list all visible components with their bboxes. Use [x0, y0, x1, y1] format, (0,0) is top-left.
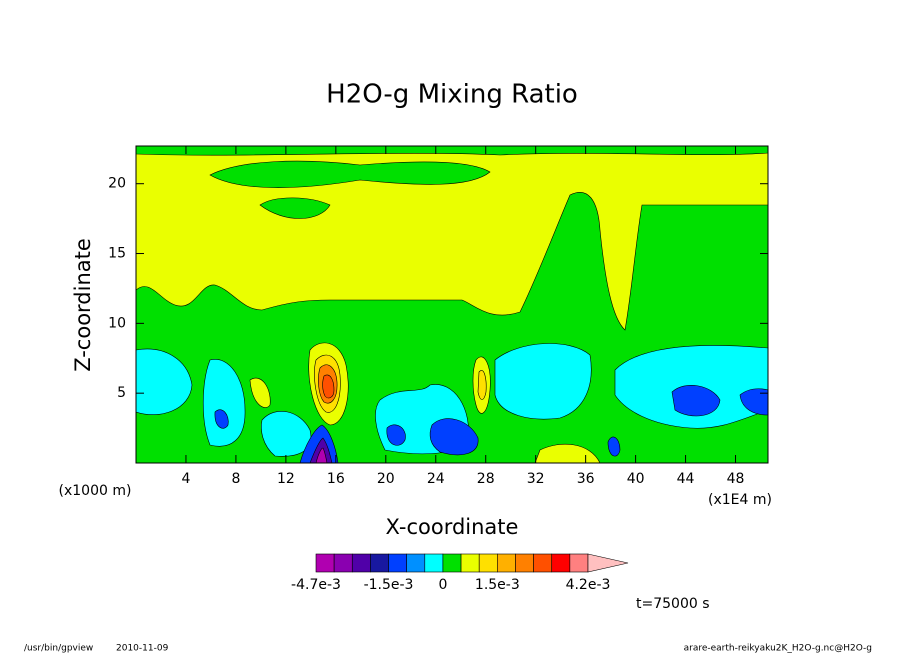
y-tick-label: 15 [108, 246, 126, 262]
colorbar-box [442, 553, 462, 573]
y-tick-label: 5 [117, 385, 126, 401]
contour-region [136, 146, 768, 156]
x-axis-title: X-coordinate [386, 515, 519, 539]
colorbar-box [478, 553, 498, 573]
colorbar-box [460, 553, 480, 573]
y-tick-label: 10 [108, 315, 126, 331]
y-axis-title: Z-coordinate [71, 238, 95, 372]
colorbar-box [551, 553, 571, 573]
y-tick-label: 20 [108, 176, 126, 192]
footer-program: /usr/bin/gpview [24, 644, 93, 654]
colorbar-tick-label: 0 [438, 577, 447, 593]
colorbar-tick-label: -1.5e-3 [364, 577, 414, 593]
colorbar-box [533, 553, 553, 573]
contour-region [429, 418, 479, 456]
colorbar-box [406, 553, 426, 573]
x-tick-label: 36 [577, 471, 595, 487]
x-tick-label: 20 [377, 471, 395, 487]
annotation: t=75000 s [636, 596, 710, 612]
colorbar-box [497, 553, 516, 573]
x-unit: (x1E4 m) [708, 492, 772, 508]
x-tick-label: 44 [677, 471, 695, 487]
contour-region [214, 409, 229, 429]
x-tick-label: 8 [231, 471, 240, 487]
contour-region [739, 388, 768, 416]
colorbar-tick-label: 4.2e-3 [566, 577, 611, 593]
contour-region [136, 348, 193, 415]
colorbar-tick-label: -4.7e-3 [291, 577, 341, 593]
colorbar-box [388, 553, 407, 573]
x-tick-label: 16 [327, 471, 345, 487]
contour-region [671, 385, 721, 417]
contour-region [249, 377, 271, 408]
contour-region [209, 160, 491, 188]
colorbar-extension [587, 553, 629, 573]
colorbar-box [333, 553, 353, 573]
x-tick-label: 4 [181, 471, 190, 487]
colorbar-box [315, 553, 335, 573]
contour-region [259, 197, 331, 219]
x-tick-label: 48 [727, 471, 745, 487]
contour-region [477, 370, 487, 400]
contour-region [607, 436, 621, 457]
contour-region [494, 343, 592, 420]
footer-source: arare-earth-reikyaku2K_H2O-g.nc@H2O-g [684, 644, 872, 654]
x-tick-label: 24 [427, 471, 445, 487]
footer-date: 2010-11-09 [116, 644, 169, 654]
plot-frame [135, 145, 769, 464]
colorbar-box [424, 553, 444, 573]
contour-region [136, 146, 768, 331]
contour-region [322, 374, 335, 399]
x-tick-label: 40 [627, 471, 645, 487]
contour-region [386, 424, 406, 446]
x-tick-label: 32 [527, 471, 545, 487]
x-tick-label: 12 [277, 471, 295, 487]
colorbar-box [569, 553, 589, 573]
contour-region [202, 359, 246, 447]
colorbar-box [370, 553, 389, 573]
colorbar-box [351, 553, 371, 573]
contour-field [136, 146, 768, 463]
y-unit: (x1000 m) [59, 483, 132, 499]
x-tick-label: 28 [477, 471, 495, 487]
contour-region [315, 447, 328, 463]
colorbar-box [515, 553, 534, 573]
chart-title: H2O-g Mixing Ratio [326, 80, 578, 110]
colorbar-tick-label: 1.5e-3 [475, 577, 520, 593]
